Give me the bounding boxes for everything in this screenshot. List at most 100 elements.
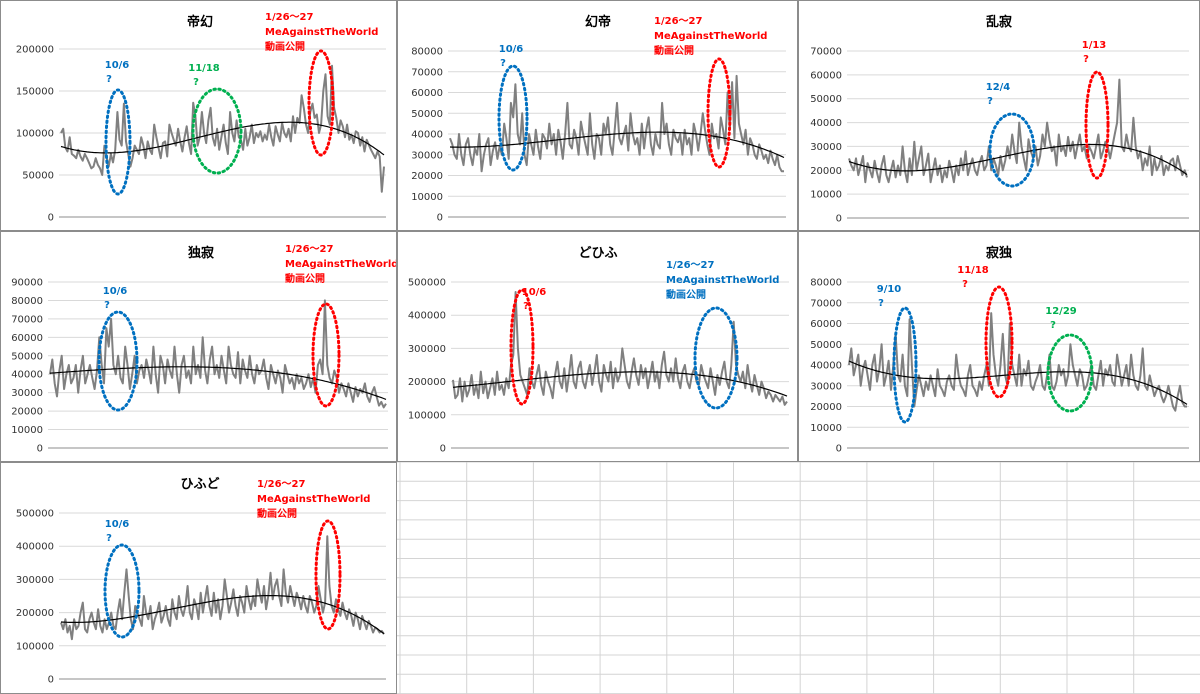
y-tick-label: 400000 <box>16 542 54 553</box>
chart-ranjaku[interactable]: 乱寂 70000 60000 50000 40000 30000 20000 10000 0 12… <box>798 0 1200 231</box>
annotation-label: 12/29 <box>1045 306 1077 317</box>
annotation-label: 動画公開 <box>654 44 694 57</box>
series-line <box>848 78 1188 184</box>
annotation-label: MeAgainstTheWorld <box>666 275 779 286</box>
chart-svg: 帝幻 200000 150000 100000 50000 0 10/6? 11/18? 1/2… <box>16 12 386 224</box>
y-tick-label: 20000 <box>810 402 842 413</box>
y-tick-label: 10000 <box>11 425 43 436</box>
y-tick-label: 200000 <box>16 45 54 56</box>
y-tick-label: 150000 <box>16 87 54 98</box>
annotation-ellipse-red <box>311 302 341 408</box>
y-tick-label: 60000 <box>810 319 842 330</box>
y-tick-label: 200000 <box>408 377 446 388</box>
annotation-label: 1/26～27 <box>654 16 702 27</box>
annotation-label: MeAgainstTheWorld <box>265 27 378 38</box>
annotation-label: ? <box>1050 320 1056 331</box>
y-tick-label: 50000 <box>22 171 54 182</box>
trend-line <box>60 595 385 635</box>
y-tick-label: 60000 <box>411 88 443 99</box>
y-tick-label: 60000 <box>810 70 842 81</box>
y-tick-label: 20000 <box>810 166 842 177</box>
y-tick-label: 30000 <box>810 142 842 153</box>
y-tick-label: 100000 <box>408 410 446 421</box>
annotation-ellipse-blue <box>97 310 139 412</box>
y-tick-label: 30000 <box>11 388 43 399</box>
chart-svg: どひふ 500000 400000 300000 200000 100000 0 10/6? 1… <box>408 246 789 455</box>
y-tick-label: 80000 <box>810 278 842 289</box>
annotation-label: 11/18 <box>957 265 989 276</box>
y-tick-label: 0 <box>437 213 443 224</box>
annotation-label: MeAgainstTheWorld <box>257 494 370 505</box>
y-tick-label: 50000 <box>411 109 443 120</box>
chart-title: 寂独 <box>986 245 1012 261</box>
annotation-label: ? <box>987 96 993 107</box>
series-line <box>60 535 385 641</box>
chart-title: 帝幻 <box>187 14 213 30</box>
chart-hifudo[interactable]: ひふど 500000 400000 300000 200000 100000 0 10/6? 1… <box>0 462 397 694</box>
chart-dokujaku[interactable]: 独寂 90000 80000 70000 60000 50000 40000 30000 200… <box>0 231 397 462</box>
y-tick-label: 40000 <box>11 370 43 381</box>
y-tick-label: 100000 <box>16 129 54 140</box>
annotation-label: ? <box>962 279 968 290</box>
y-tick-label: 80000 <box>411 47 443 58</box>
chart-dohifu[interactable]: どひふ 500000 400000 300000 200000 100000 0 10/6? 1… <box>397 231 798 462</box>
chart-title: 幻帝 <box>585 14 611 30</box>
chart-svg: 独寂 90000 80000 70000 60000 50000 40000 30000 200… <box>11 244 396 455</box>
annotation-label: 動画公開 <box>666 288 706 301</box>
chart-gentei[interactable]: 幻帝 80000 70000 60000 50000 40000 30000 20000 100… <box>397 0 798 231</box>
y-tick-label: 40000 <box>810 118 842 129</box>
series-line <box>49 299 387 409</box>
y-tick-label: 10000 <box>810 423 842 434</box>
annotation-ellipse-red <box>1084 70 1110 180</box>
annotation-label: 12/4 <box>986 82 1011 93</box>
y-tick-label: 0 <box>836 444 842 455</box>
annotation-label: 9/10 <box>877 284 902 295</box>
y-tick-label: 90000 <box>11 278 43 289</box>
annotation-ellipse-blue <box>497 64 529 172</box>
y-tick-label: 60000 <box>11 333 43 344</box>
y-tick-label: 80000 <box>11 296 43 307</box>
y-tick-label: 40000 <box>810 361 842 372</box>
annotation-ellipse-green <box>191 87 243 175</box>
annotation-label: ? <box>193 77 199 88</box>
y-tick-label: 500000 <box>16 509 54 520</box>
y-tick-label: 400000 <box>408 311 446 322</box>
chart-title: ひふど <box>180 477 219 492</box>
chart-jakudoku[interactable]: 寂独 80000 70000 60000 50000 40000 30000 20000 100… <box>798 231 1200 462</box>
chart-title: どひふ <box>578 246 617 261</box>
y-tick-label: 0 <box>48 213 54 224</box>
annotation-label: 1/26～27 <box>285 244 333 255</box>
annotation-label: 1/26～27 <box>666 260 714 271</box>
y-tick-label: 100000 <box>16 641 54 652</box>
chart-title: 独寂 <box>188 245 214 261</box>
annotation-ellipse-blue <box>693 306 739 410</box>
trend-line <box>848 143 1188 176</box>
chart-svg: 乱寂 70000 60000 50000 40000 30000 20000 10000 0 12… <box>810 14 1189 225</box>
y-tick-label: 30000 <box>411 150 443 161</box>
annotation-label: 10/6 <box>105 519 130 530</box>
annotation-ellipse-red <box>307 49 335 157</box>
annotation-ellipse-red <box>509 288 535 406</box>
y-tick-label: 0 <box>48 675 54 686</box>
y-tick-label: 10000 <box>411 192 443 203</box>
annotation-ellipse-red <box>314 519 342 631</box>
annotation-label: ? <box>104 300 110 311</box>
trend-line <box>49 366 387 400</box>
chart-teigen[interactable]: 帝幻 200000 150000 100000 50000 0 10/6? 11/18? 1/2… <box>0 0 397 231</box>
annotation-ellipse-blue <box>103 543 141 639</box>
y-tick-label: 50000 <box>810 94 842 105</box>
y-tick-label: 20000 <box>11 407 43 418</box>
trend-line <box>848 360 1188 405</box>
y-tick-label: 70000 <box>810 47 842 58</box>
y-tick-label: 300000 <box>16 575 54 586</box>
annotation-ellipse-blue <box>892 306 918 424</box>
series-line <box>848 312 1187 412</box>
y-tick-label: 70000 <box>810 298 842 309</box>
y-tick-label: 70000 <box>411 67 443 78</box>
annotation-label: 1/26～27 <box>257 479 305 490</box>
annotation-label: 動画公開 <box>285 272 325 285</box>
y-tick-label: 40000 <box>411 130 443 141</box>
annotation-label: ? <box>106 533 112 544</box>
annotation-label: MeAgainstTheWorld <box>285 259 396 270</box>
y-tick-label: 70000 <box>11 314 43 325</box>
